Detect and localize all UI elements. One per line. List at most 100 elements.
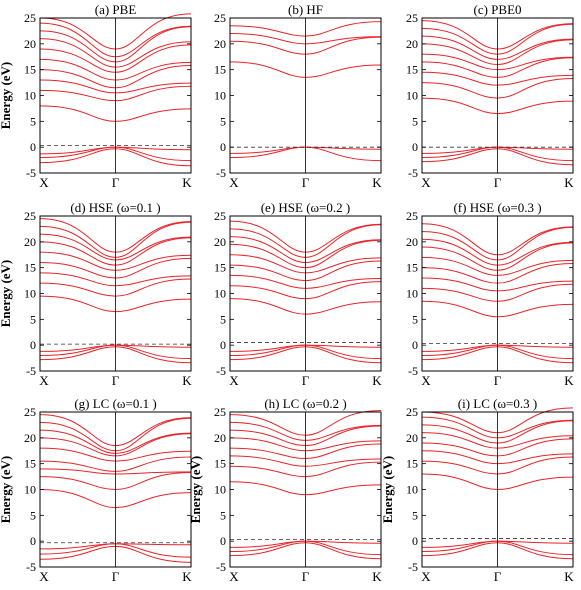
x-tick-label: X (229, 569, 239, 584)
y-tick-label: 5 (30, 508, 36, 522)
y-tick-label: 0 (412, 534, 418, 548)
x-tick-label: X (39, 373, 49, 388)
y-tick-label: 20 (406, 431, 418, 445)
y-tick-label: 25 (24, 405, 36, 419)
panel-1: -5 0 5 10 15 20 25 X Γ K (a) PBE Energy (eV) (0, 2, 192, 190)
y-tick-label: 20 (24, 37, 36, 51)
x-tick-label: X (421, 569, 431, 584)
panel-title: (h) LC (ω=0.2 ) (264, 396, 346, 411)
y-tick-label: 25 (24, 11, 36, 25)
panel-title: (f) HSE (ω=0.3 ) (453, 200, 541, 215)
x-tick-label: X (229, 175, 239, 190)
x-tick-label: Γ (302, 569, 310, 584)
x-tick-label: Γ (494, 175, 502, 190)
y-tick-label: 0 (30, 140, 36, 154)
x-tick-label: Γ (112, 373, 120, 388)
y-tick-label: 0 (412, 140, 418, 154)
x-tick-label: K (182, 569, 192, 584)
y-tick-label: 15 (406, 457, 418, 471)
x-tick-label: K (564, 373, 574, 388)
y-tick-label: 0 (30, 338, 36, 352)
y-tick-label: 20 (406, 235, 418, 249)
y-tick-label: 5 (412, 114, 418, 128)
y-tick-label: 10 (214, 89, 226, 103)
y-tick-label: 15 (406, 63, 418, 77)
y-tick-label: 15 (214, 63, 226, 77)
y-tick-label: -5 (26, 364, 36, 378)
panel-title: (c) PBE0 (473, 2, 521, 17)
y-tick-label: 20 (214, 235, 226, 249)
y-tick-label: 10 (24, 483, 36, 497)
y-tick-label: 20 (406, 37, 418, 51)
y-tick-label: 20 (214, 37, 226, 51)
panel-title: (g) LC (ω=0.1 ) (74, 396, 156, 411)
y-tick-label: 25 (406, 209, 418, 223)
x-tick-label: Γ (302, 175, 310, 190)
y-tick-label: 20 (214, 431, 226, 445)
panel-title: (e) HSE (ω=0.2 ) (261, 200, 351, 215)
panel-title: (d) HSE (ω=0.1 ) (70, 200, 160, 215)
y-tick-label: -5 (216, 166, 226, 180)
panel-title: (b) HF (288, 2, 323, 17)
x-tick-label: X (421, 175, 431, 190)
x-tick-label: K (564, 175, 574, 190)
y-tick-label: 15 (214, 261, 226, 275)
y-tick-label: -5 (408, 560, 418, 574)
x-tick-label: X (39, 569, 49, 584)
y-tick-label: 0 (412, 338, 418, 352)
y-tick-label: 15 (214, 457, 226, 471)
y-tick-label: 5 (220, 312, 226, 326)
y-tick-label: 15 (24, 261, 36, 275)
y-tick-label: 25 (214, 209, 226, 223)
y-tick-label: 15 (406, 261, 418, 275)
panel-5: -5 0 5 10 15 20 25 X Γ K (e) HSE (ω=0.2 ) (214, 200, 382, 388)
x-tick-label: K (372, 373, 382, 388)
y-axis-label: Energy (eV) (380, 456, 395, 524)
y-axis-label: Energy (eV) (188, 456, 203, 524)
y-tick-label: 5 (30, 114, 36, 128)
y-tick-label: 15 (24, 63, 36, 77)
x-tick-label: X (229, 373, 239, 388)
x-tick-label: X (421, 373, 431, 388)
y-tick-label: 5 (412, 508, 418, 522)
y-tick-label: -5 (26, 560, 36, 574)
panel-3: -5 0 5 10 15 20 25 X Γ K (c) PBE0 (406, 2, 574, 190)
y-tick-label: -5 (408, 364, 418, 378)
y-tick-label: -5 (26, 166, 36, 180)
panel-2: -5 0 5 10 15 20 25 X Γ K (b) HF (214, 2, 382, 190)
y-tick-label: 5 (412, 312, 418, 326)
y-tick-label: 25 (406, 11, 418, 25)
panel-title: (i) LC (ω=0.3 ) (458, 396, 537, 411)
x-tick-label: K (372, 569, 382, 584)
y-tick-label: 5 (30, 312, 36, 326)
y-tick-label: 25 (214, 405, 226, 419)
y-axis-label: Energy (eV) (0, 62, 13, 130)
y-tick-label: 0 (220, 534, 226, 548)
panel-title: (a) PBE (95, 2, 137, 17)
x-tick-label: Γ (302, 373, 310, 388)
y-tick-label: 10 (214, 287, 226, 301)
x-tick-label: K (372, 175, 382, 190)
panel-7: -5 0 5 10 15 20 25 X Γ K (g) LC (ω=0.1 ) Energy (eV… (0, 396, 192, 584)
x-tick-label: K (564, 569, 574, 584)
y-tick-label: 10 (24, 287, 36, 301)
y-axis-label: Energy (eV) (0, 456, 13, 524)
y-tick-label: 0 (220, 338, 226, 352)
panel-9: -5 0 5 10 15 20 25 X Γ K (i) LC (ω=0.3 ) Energy (eV… (380, 396, 574, 584)
y-tick-label: 0 (220, 140, 226, 154)
y-tick-label: 25 (406, 405, 418, 419)
y-axis-label: Energy (eV) (0, 260, 13, 328)
y-tick-label: 15 (24, 457, 36, 471)
y-tick-label: 0 (30, 534, 36, 548)
y-tick-label: -5 (216, 364, 226, 378)
y-tick-label: 10 (406, 483, 418, 497)
x-tick-label: K (182, 175, 192, 190)
y-tick-label: -5 (216, 560, 226, 574)
y-tick-label: 25 (214, 11, 226, 25)
panel-4: -5 0 5 10 15 20 25 X Γ K (d) HSE (ω=0.1 ) Energy (e… (0, 200, 192, 388)
x-tick-label: K (182, 373, 192, 388)
x-tick-label: Γ (494, 569, 502, 584)
y-tick-label: 5 (220, 114, 226, 128)
y-tick-label: 10 (406, 89, 418, 103)
